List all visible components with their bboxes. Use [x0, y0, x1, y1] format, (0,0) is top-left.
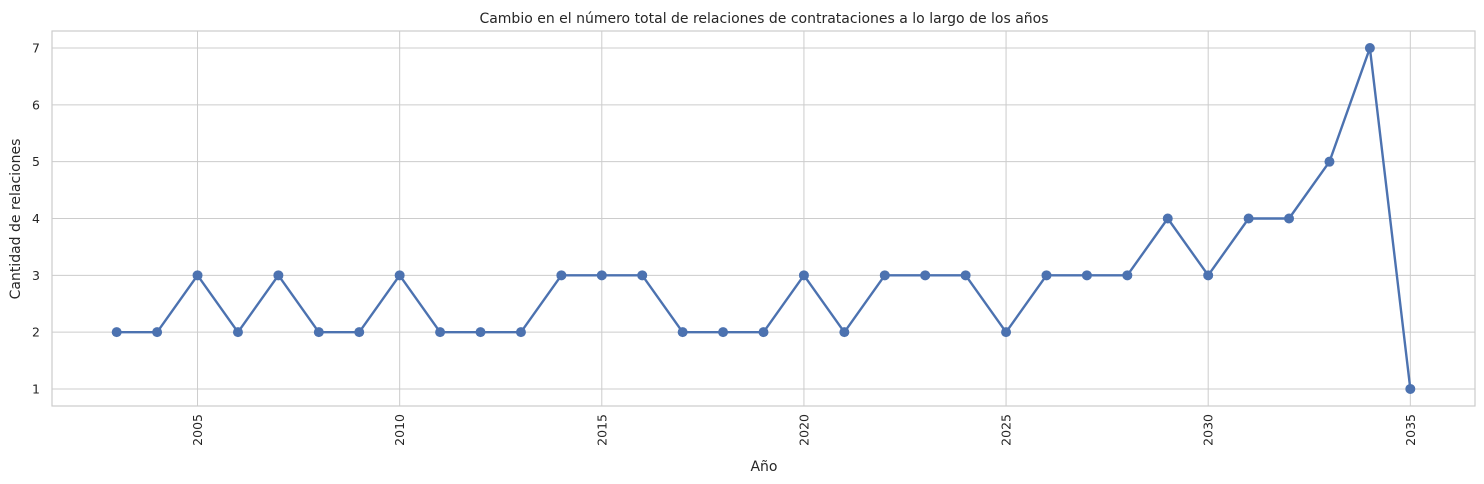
- data-point: [839, 327, 850, 338]
- data-point: [232, 327, 243, 338]
- data-point: [1081, 270, 1092, 281]
- chart-title: Cambio en el número total de relaciones …: [479, 11, 1048, 27]
- data-point: [1041, 270, 1052, 281]
- tick-labels: 2005 2010 2015 2020 2025 2030 2035 1 2 3 4 5 6 7: [32, 41, 1418, 446]
- x-tick-label: 2035: [1403, 414, 1418, 446]
- data-point: [1243, 213, 1254, 224]
- data-point: [677, 327, 688, 338]
- data-point: [556, 270, 567, 281]
- data-point: [475, 327, 486, 338]
- data-point: [798, 270, 809, 281]
- data-point: [152, 327, 163, 338]
- data-point: [1122, 270, 1133, 281]
- data-point: [637, 270, 648, 281]
- data-point: [596, 270, 607, 281]
- data-point: [192, 270, 203, 281]
- x-tick-label: 2005: [190, 414, 205, 446]
- y-tick-label: 5: [32, 154, 40, 169]
- x-tick-label: 2025: [999, 414, 1014, 446]
- y-tick-label: 1: [32, 381, 40, 396]
- y-tick-label: 3: [32, 268, 40, 283]
- data-point: [758, 327, 769, 338]
- data-point: [1203, 270, 1214, 281]
- data-point: [313, 327, 324, 338]
- data-point: [515, 327, 526, 338]
- data-point: [273, 270, 284, 281]
- x-tick-label: 2020: [796, 414, 811, 446]
- data-point: [718, 327, 729, 338]
- y-tick-label: 7: [32, 41, 40, 56]
- x-tick-label: 2010: [392, 414, 407, 446]
- y-axis-label: Cantidad de relaciones: [8, 139, 24, 300]
- y-tick-label: 6: [32, 97, 40, 112]
- plot-frame: [51, 30, 1476, 407]
- data-point: [111, 327, 122, 338]
- data-point: [1162, 213, 1173, 224]
- x-tick-label: 2015: [594, 414, 609, 446]
- data-point: [920, 270, 931, 281]
- data-point: [879, 270, 890, 281]
- data-point: [354, 327, 365, 338]
- data-point: [1364, 43, 1375, 54]
- data-point: [1284, 213, 1295, 224]
- data-point: [394, 270, 405, 281]
- y-tick-label: 4: [32, 211, 40, 226]
- data-point: [960, 270, 971, 281]
- x-tick-label: 2030: [1201, 414, 1216, 446]
- data-point: [1001, 327, 1012, 338]
- series-layer: [111, 43, 1416, 394]
- x-axis-label: Año: [750, 459, 777, 475]
- data-point: [1324, 156, 1335, 167]
- data-point: [435, 327, 446, 338]
- data-point: [1405, 383, 1416, 394]
- grid-lines: [52, 31, 1475, 406]
- y-tick-label: 2: [32, 325, 40, 340]
